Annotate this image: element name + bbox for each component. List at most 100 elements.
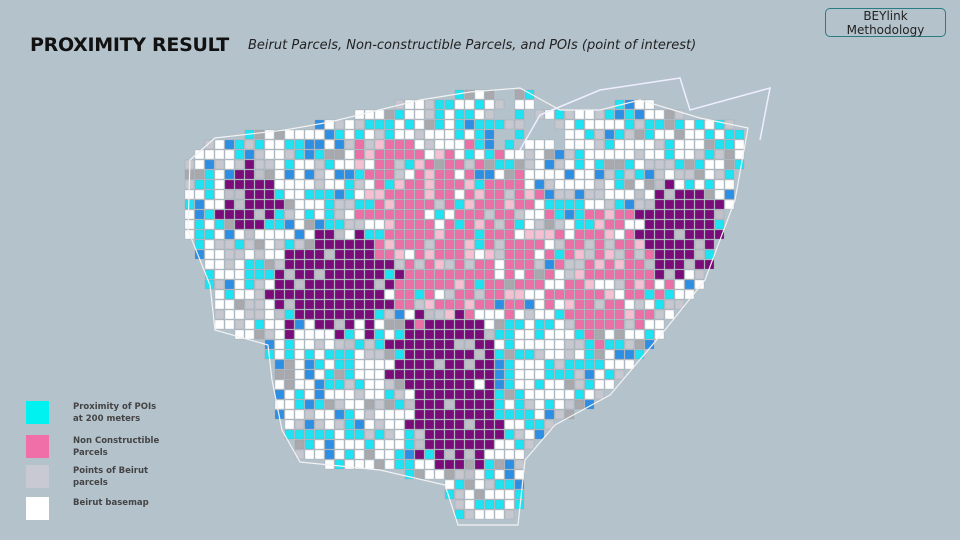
map-cell [414, 359, 425, 370]
map-cell [424, 429, 435, 440]
map-cell [674, 219, 685, 230]
map-cell [584, 369, 595, 380]
map-cell [624, 249, 635, 260]
map-cell [364, 239, 375, 250]
map-cell [264, 129, 275, 140]
map-cell [334, 279, 345, 290]
map-cell [354, 399, 365, 410]
map-cell [454, 99, 465, 110]
map-cell [314, 359, 325, 370]
map-cell [454, 429, 465, 440]
map-cell [484, 279, 495, 290]
map-cell [654, 159, 665, 170]
map-cell [694, 199, 705, 210]
map-cell [484, 319, 495, 330]
map-cell [534, 179, 545, 190]
map-cell [504, 139, 515, 150]
map-cell [284, 419, 295, 430]
map-cell [284, 409, 295, 420]
map-cell [474, 499, 485, 510]
map-cell [494, 289, 505, 300]
map-cell [394, 339, 405, 350]
map-cell [434, 369, 445, 380]
map-cell [634, 299, 645, 310]
map-cell [274, 129, 285, 140]
map-cell [474, 449, 485, 460]
map-cell [604, 209, 615, 220]
map-cell [454, 199, 465, 210]
map-cell [294, 289, 305, 300]
map-cell [594, 249, 605, 260]
map-cell [724, 129, 735, 140]
map-cell [584, 339, 595, 350]
map-cell [574, 269, 585, 280]
map-cell [354, 419, 365, 430]
map-cell [254, 289, 265, 300]
map-cell [634, 229, 645, 240]
map-cell [384, 449, 395, 460]
map-cell [334, 329, 345, 340]
map-cell [404, 249, 415, 260]
map-cell [644, 149, 655, 160]
map-cell [494, 269, 505, 280]
map-cell [424, 169, 435, 180]
map-cell [524, 139, 535, 150]
map-cell [344, 369, 355, 380]
map-cell [434, 139, 445, 150]
map-cell [464, 119, 475, 130]
legend-item: Beirut basemap [26, 497, 196, 521]
map-cell [294, 269, 305, 280]
map-cell [354, 249, 365, 260]
map-cell [334, 289, 345, 300]
map-cell [504, 269, 515, 280]
map-cell [244, 149, 255, 160]
map-cell [464, 449, 475, 460]
map-cell [644, 229, 655, 240]
map-cell [224, 139, 235, 150]
map-cell [304, 159, 315, 170]
map-cell [304, 229, 315, 240]
map-cell [694, 259, 705, 270]
map-cell [364, 279, 375, 290]
map-cell [484, 299, 495, 310]
map-cell [444, 289, 455, 300]
map-cell [464, 349, 475, 360]
map-cell [544, 389, 555, 400]
map-cell [594, 129, 605, 140]
map-cell [454, 319, 465, 330]
map-cell [534, 219, 545, 230]
map-cell [574, 229, 585, 240]
map-cell [424, 439, 435, 450]
map-cell [404, 379, 415, 390]
map-cell [304, 319, 315, 330]
map-cell [634, 149, 645, 160]
map-cell [474, 489, 485, 500]
map-cell [374, 399, 385, 410]
map-cell [284, 279, 295, 290]
map-cell [634, 219, 645, 230]
map-cell [694, 119, 705, 130]
map-cell [334, 139, 345, 150]
map-cell [644, 169, 655, 180]
map-cell [434, 319, 445, 330]
map-cell [604, 239, 615, 250]
map-cell [394, 449, 405, 460]
map-cell [494, 149, 505, 160]
map-cell [584, 269, 595, 280]
map-cell [564, 349, 575, 360]
map-cell [494, 369, 505, 380]
map-cell [294, 149, 305, 160]
map-cell [544, 179, 555, 190]
map-cell [624, 299, 635, 310]
map-cell [314, 439, 325, 450]
map-cell [524, 99, 535, 110]
map-cell [494, 499, 505, 510]
map-cell [704, 219, 715, 230]
map-cell [244, 139, 255, 150]
map-cell [374, 179, 385, 190]
map-cell [474, 89, 485, 100]
map-cell [514, 289, 525, 300]
map-cell [564, 259, 575, 270]
map-cell [344, 179, 355, 190]
map-cell [194, 189, 205, 200]
